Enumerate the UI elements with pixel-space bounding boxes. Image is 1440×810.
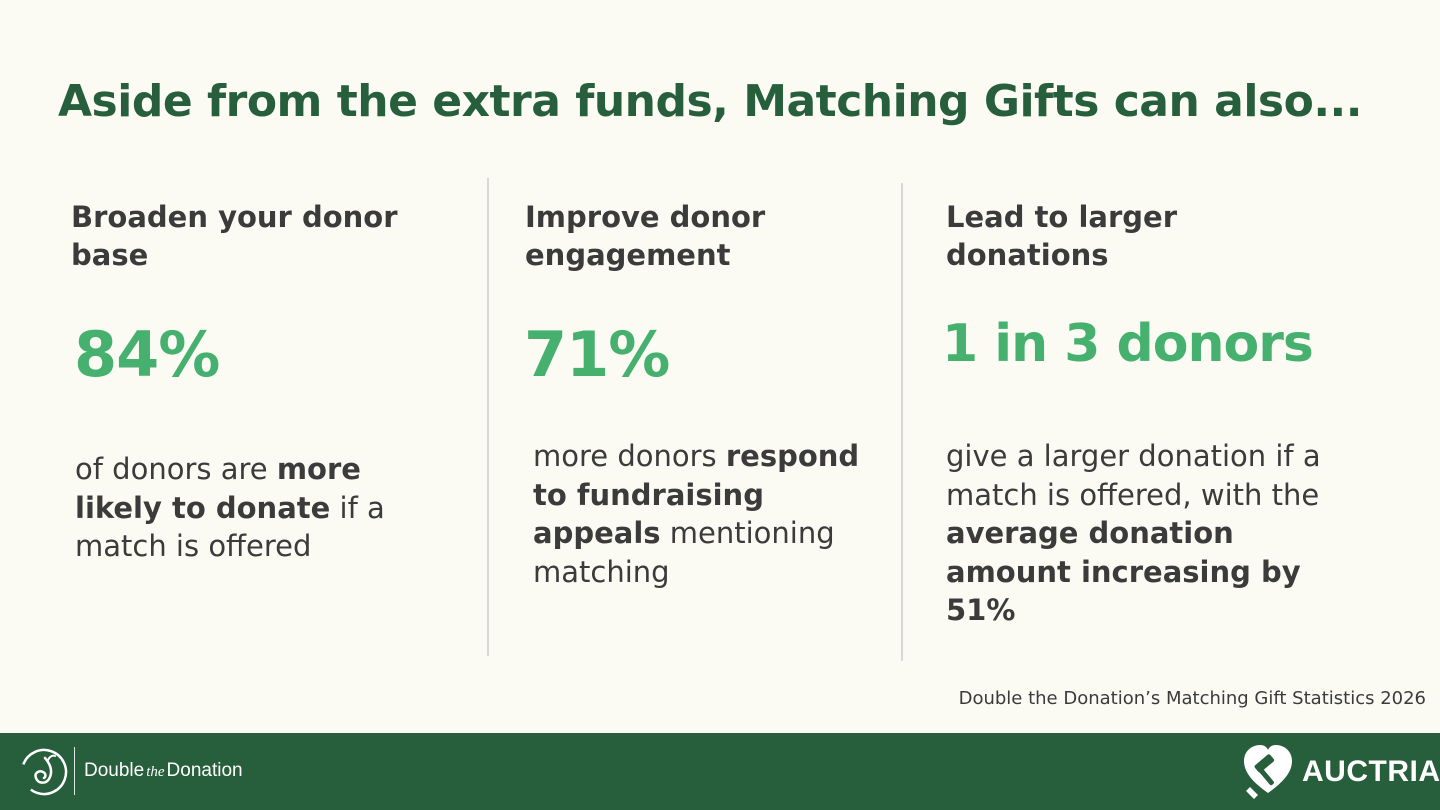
column-heading: Improve donor engagement: [525, 198, 885, 274]
footer-bar: Double the Donation AUCTRIA: [0, 733, 1440, 810]
stat-value: 84%: [74, 318, 220, 391]
column-heading-line: Lead to larger: [946, 200, 1177, 234]
column-heading-line: Improve donor: [525, 200, 766, 234]
stat-description: of donors are more likely to donate if a…: [75, 450, 415, 566]
brand-text: Double: [84, 760, 145, 781]
stat-value: 71%: [524, 318, 670, 391]
column-improve-donor-engagement: Improve donor engagement: [525, 198, 885, 274]
desc-text: give a larger donation if a match is off…: [946, 439, 1321, 512]
logo-separator: [74, 747, 75, 795]
double-the-donation-wordmark: Double the Donation: [84, 760, 243, 782]
auctria-wordmark: AUCTRIA: [1302, 755, 1440, 788]
desc-text: more donors: [533, 439, 726, 473]
column-heading-line: Broaden your donor: [71, 200, 398, 234]
column-lead-to-larger-donations: Lead to larger donations: [946, 198, 1366, 274]
desc-text-bold: average donation amount increasing by 51…: [946, 516, 1301, 627]
source-citation: Double the Donation’s Matching Gift Stat…: [958, 688, 1426, 709]
stat-value: 1 in 3 donors: [942, 314, 1314, 374]
desc-text: mentioning matching: [533, 516, 835, 589]
double-the-donation-logo-icon: [20, 748, 68, 796]
column-divider: [487, 178, 489, 656]
brand-text: the: [146, 764, 165, 780]
column-broaden-donor-base: Broaden your donor base: [71, 198, 471, 274]
stat-description: more donors respond to fundraising appea…: [533, 437, 878, 591]
desc-text: if a match is offered: [75, 490, 385, 564]
column-divider: [901, 183, 903, 661]
desc-text-bold: more likely to donate: [75, 452, 361, 525]
column-heading: Broaden your donor base: [71, 198, 471, 274]
column-heading-line: base: [71, 238, 149, 272]
desc-text-bold: respond to fundraising appeals: [533, 439, 860, 550]
page-title: Aside from the extra funds, Matching Gif…: [58, 76, 1362, 127]
column-heading-line: engagement: [525, 238, 731, 272]
stat-description: give a larger donation if a match is off…: [946, 437, 1356, 630]
brand-text: Donation: [166, 760, 243, 781]
auctria-heart-gavel-logo-icon: [1244, 745, 1292, 799]
desc-text: of donors are: [75, 452, 277, 486]
column-heading: Lead to larger donations: [946, 198, 1366, 274]
column-heading-line: donations: [946, 238, 1109, 272]
